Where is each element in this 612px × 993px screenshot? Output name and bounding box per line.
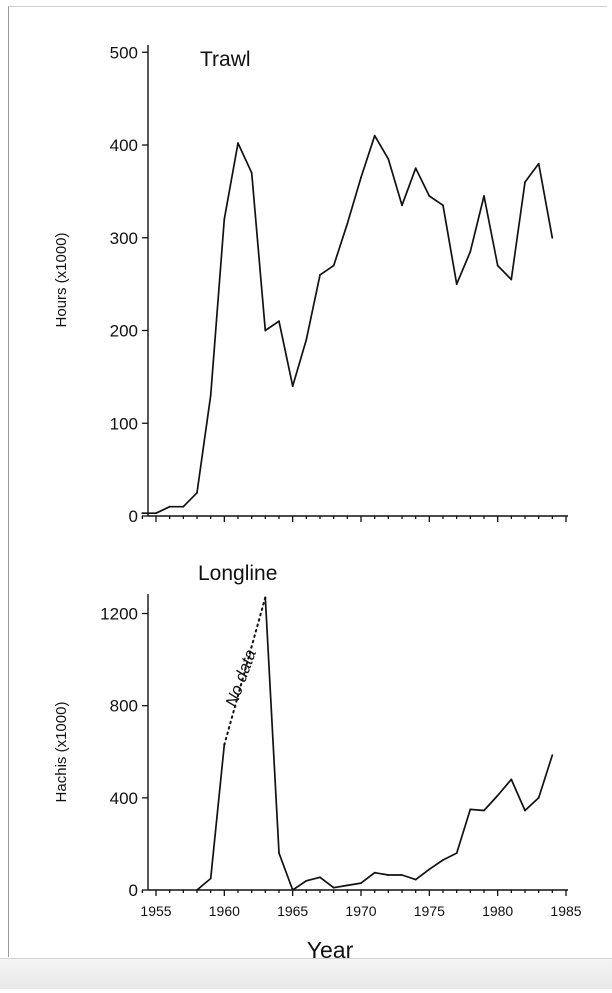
longline-y-axis-label: Hachis (x1000) [53, 702, 70, 803]
trawl-y-axis-label: Hours (x1000) [53, 232, 70, 327]
longline-y-ticks: 0 400 800 1200 [100, 605, 148, 900]
trawl-data-point [455, 283, 458, 285]
trawl-x-ticks [141, 516, 567, 522]
trawl-data-point [168, 505, 171, 508]
trawl-data-point [401, 204, 403, 207]
trawl-data-point [278, 320, 280, 323]
longline-data-point [360, 882, 362, 884]
longline-data-point [496, 794, 499, 797]
trawl-y-tick-label: 400 [110, 136, 138, 155]
trawl-data-point [483, 195, 485, 197]
trawl-data-point [346, 222, 349, 225]
longline-data-point [551, 754, 554, 757]
trawl-data-point [305, 338, 308, 341]
trawl-data-point [182, 505, 185, 508]
trawl-panel: Trawl Hours (x1000) 0 100 200 300 400 500 [53, 43, 568, 526]
trawl-data-point [373, 134, 376, 137]
longline-y-tick-label: 800 [110, 697, 138, 716]
longline-data-point [401, 874, 403, 876]
trawl-data-point [510, 278, 513, 281]
longline-data-point [223, 743, 226, 746]
longline-data-point [332, 886, 335, 889]
longline-data-point [442, 859, 444, 861]
longline-data-point [483, 809, 485, 812]
scan-edge-band [0, 958, 612, 989]
longline-data-point [196, 889, 198, 891]
trawl-data-point [496, 264, 499, 267]
longline-series [196, 596, 554, 891]
longline-data-point [373, 871, 376, 874]
longline-data-point [510, 778, 513, 781]
longline-series-line-2 [264, 597, 554, 891]
trawl-y-tick-label: 500 [110, 43, 138, 62]
longline-y-tick-label: 400 [110, 789, 138, 808]
trawl-data-point [387, 158, 390, 160]
trawl-data-point [196, 491, 198, 494]
trawl-y-tick-label: 300 [110, 229, 138, 248]
trawl-y-tick-label: 100 [110, 414, 138, 433]
trawl-data-point [551, 236, 554, 239]
longline-x-tick-label: 1960 [209, 903, 240, 919]
trawl-data-point [537, 162, 540, 165]
longline-data-point [291, 889, 294, 891]
longline-data-point [428, 868, 431, 871]
page-frame [8, 6, 607, 957]
trawl-data-point [141, 512, 144, 515]
longline-data-point [319, 876, 321, 879]
longline-x-ticks: 1955 1960 1965 1970 1975 1980 1985 [140, 890, 582, 919]
trawl-data-point [291, 385, 294, 387]
trawl-data-point [469, 250, 472, 253]
longline-x-tick-label: 1980 [482, 903, 513, 919]
trawl-data-point [223, 218, 226, 221]
longline-x-tick-label: 1975 [414, 903, 445, 919]
longline-data-point [264, 596, 267, 599]
longline-y-tick-label: 1200 [100, 605, 138, 624]
trawl-data-point [428, 195, 431, 197]
trawl-data-point [414, 167, 417, 170]
longline-x-tick-label: 1955 [140, 903, 171, 919]
longline-x-tick-label: 1970 [345, 903, 376, 919]
longline-data-point [305, 879, 308, 882]
trawl-y-tick-label: 0 [129, 507, 138, 526]
longline-x-tick-label: 1965 [277, 903, 308, 919]
trawl-data-point [319, 274, 321, 276]
longline-data-point [455, 852, 458, 854]
longline-data-point [387, 874, 390, 876]
trawl-title: Trawl [200, 48, 251, 71]
trawl-data-point [250, 171, 253, 174]
trawl-data-point [524, 181, 526, 184]
longline-y-tick-label: 0 [129, 881, 138, 900]
trawl-series [141, 134, 554, 515]
trawl-y-tick-label: 200 [110, 322, 138, 341]
trawl-data-point [332, 264, 335, 267]
longline-data-point [209, 877, 212, 880]
longline-data-point [278, 852, 280, 854]
trawl-y-ticks: 0 100 200 300 400 500 [110, 43, 148, 526]
longline-data-point [537, 796, 540, 799]
longline-title: Longline [198, 562, 277, 585]
trawl-data-point [264, 329, 267, 332]
trawl-data-point [237, 142, 239, 145]
longline-data-point [414, 878, 417, 881]
longline-data-point [346, 884, 349, 887]
trawl-data-point [360, 176, 362, 179]
longline-data-point [524, 809, 526, 812]
trawl-data-point [209, 394, 212, 397]
trawl-data-point [155, 512, 157, 515]
trawl-data-point [442, 204, 444, 207]
longline-x-tick-label: 1985 [550, 903, 581, 919]
longline-data-point [469, 808, 472, 811]
